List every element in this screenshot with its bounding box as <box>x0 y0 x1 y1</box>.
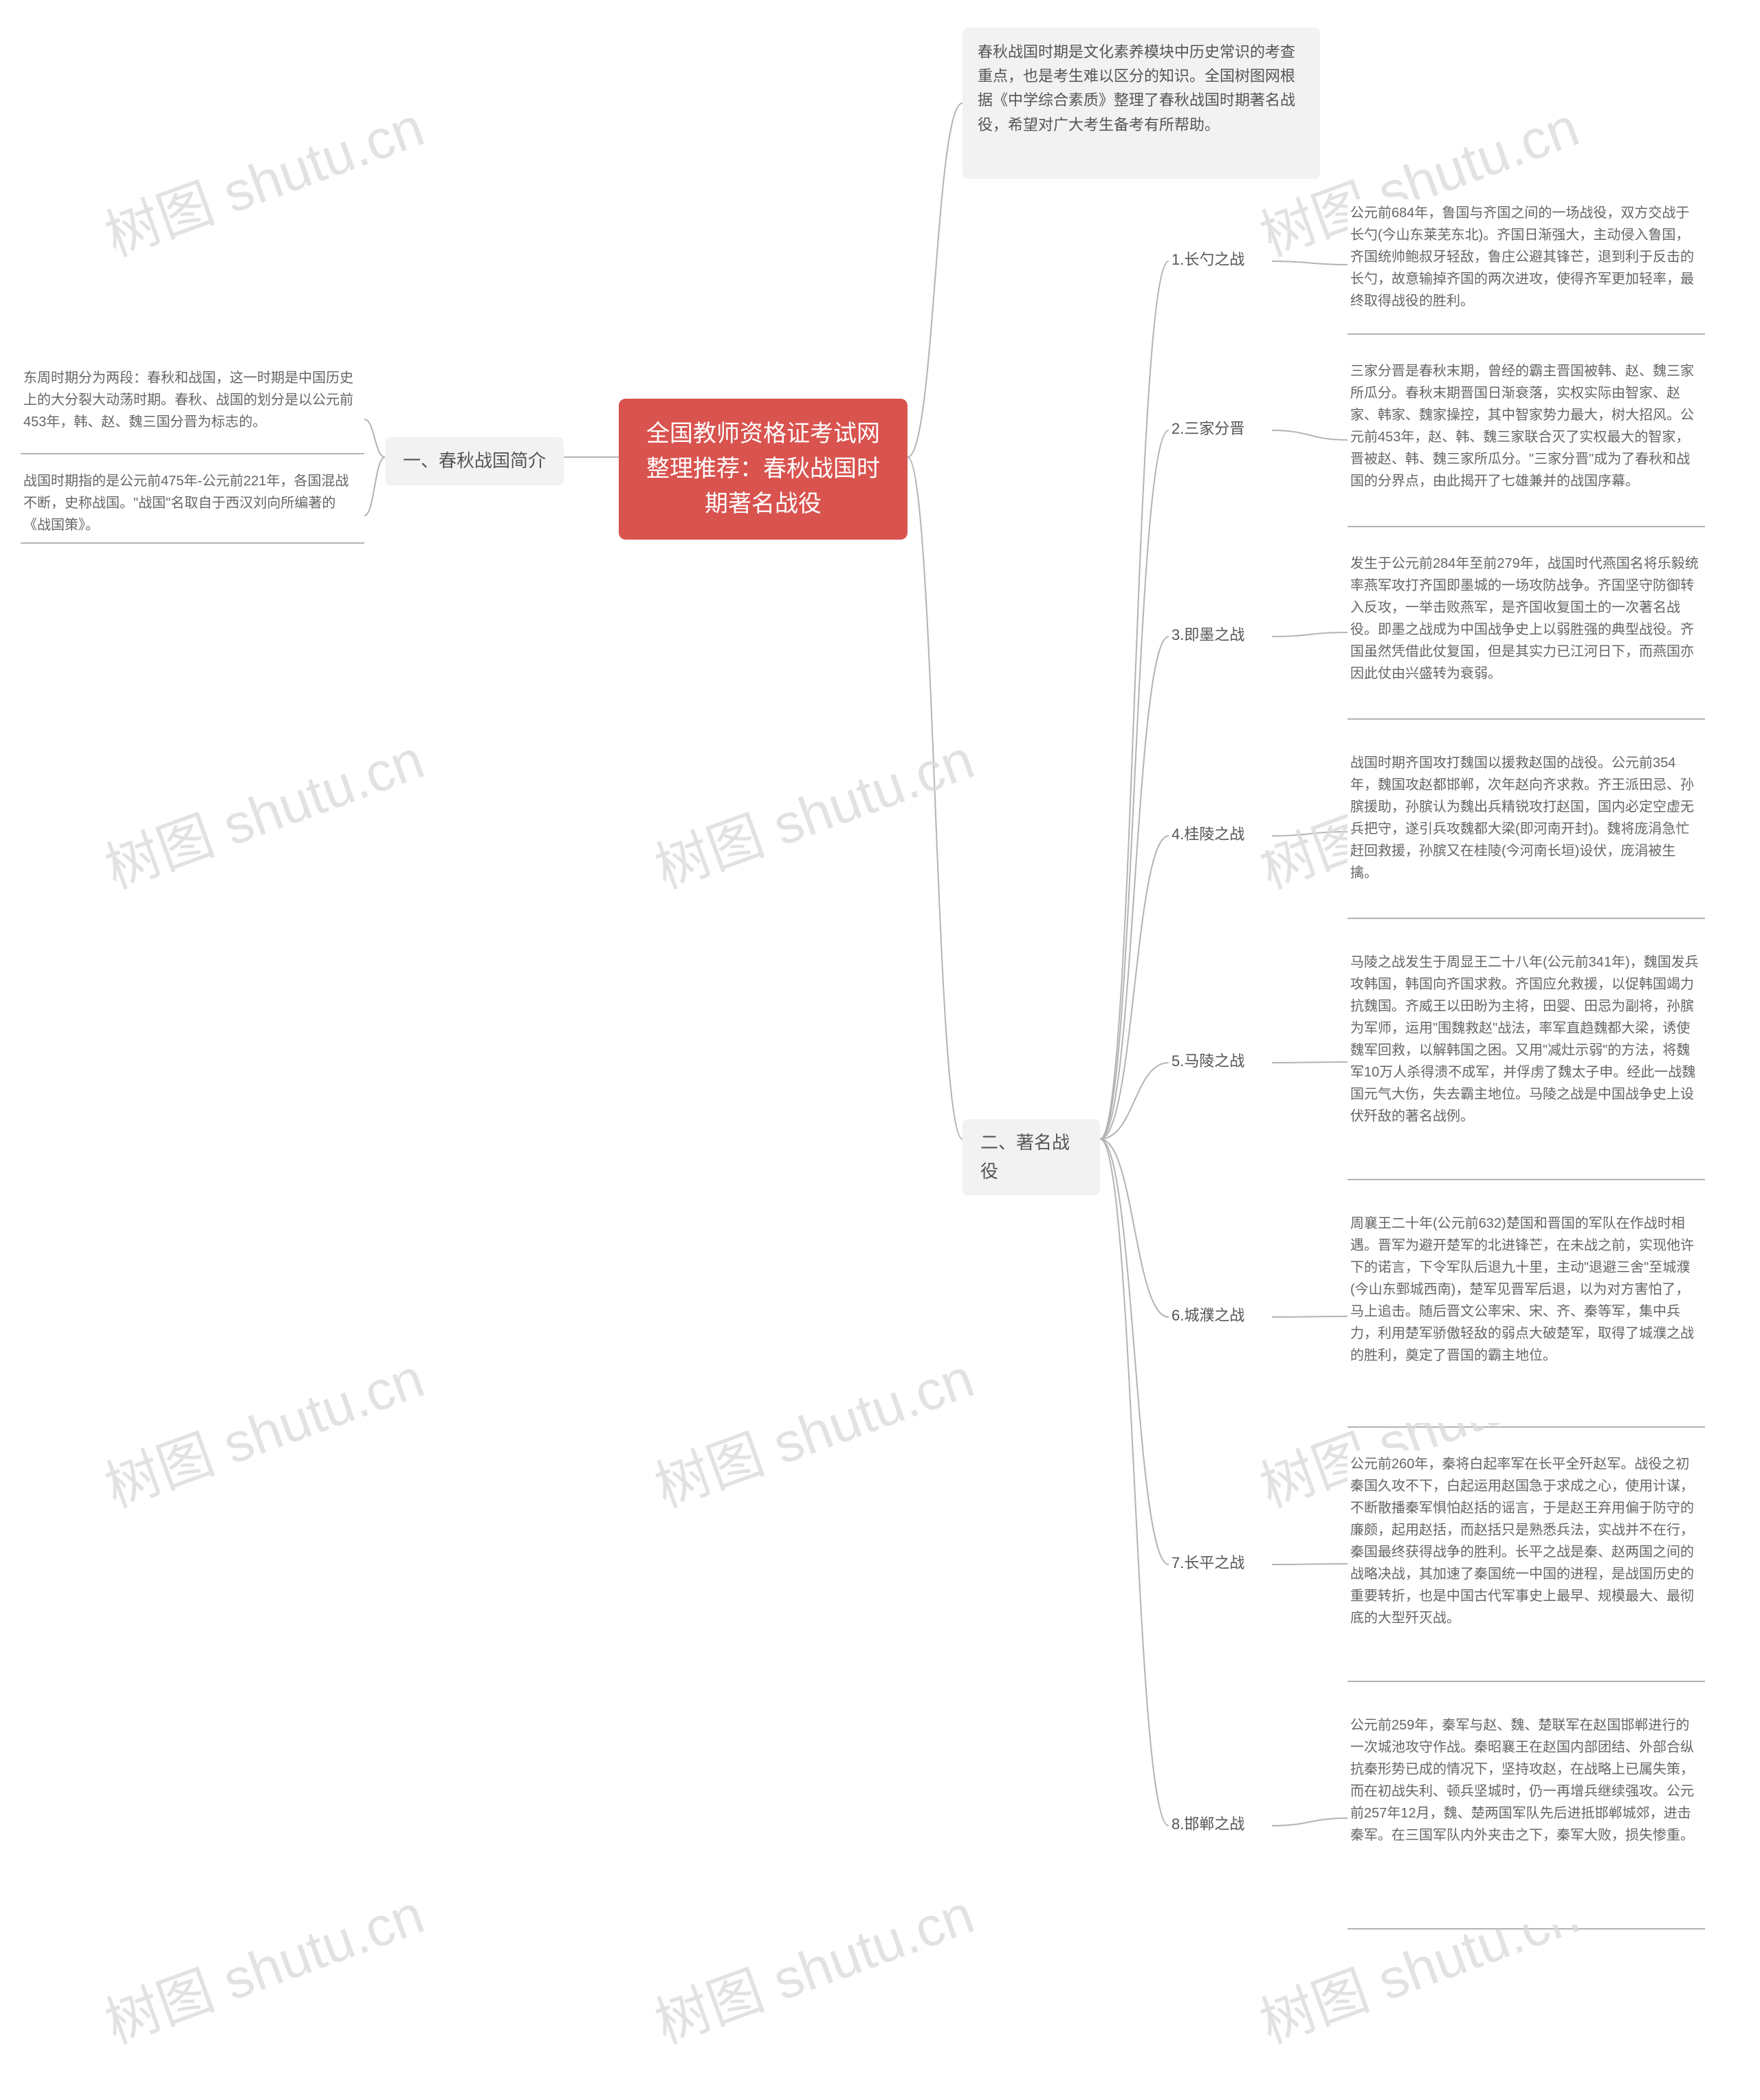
battle-detail-7: 公元前259年，秦军与赵、魏、楚联军在赵国邯郸进行的一次城池攻守作战。秦昭襄王在… <box>1348 1712 1705 1925</box>
watermark: 树图 shutu.cn <box>643 1334 983 1523</box>
battle-name-7: 8.邯郸之战 <box>1169 1808 1272 1840</box>
battle-name-6: 7.长平之战 <box>1169 1547 1272 1579</box>
root-node: 全国教师资格证考试网整理推荐：春秋战国时期著名战役 <box>619 399 908 540</box>
battle-detail-1: 三家分晋是春秋末期，曾经的霸主晋国被韩、赵、魏三家所瓜分。春秋末期晋国日渐衰落，… <box>1348 357 1705 522</box>
battle-detail-2: 发生于公元前284年至前279年，战国时代燕国名将乐毅统率燕军攻打齐国即墨城的一… <box>1348 550 1705 715</box>
battle-name-5: 6.城濮之战 <box>1169 1299 1272 1331</box>
section-battles: 二、著名战役 <box>962 1119 1100 1195</box>
battle-detail-4: 马陵之战发生于周显王二十八年(公元前341年)，魏国发兵攻韩国，韩国向齐国求救。… <box>1348 949 1705 1175</box>
watermark: 树图 shutu.cn <box>93 1870 433 2059</box>
battle-name-0: 1.长勺之战 <box>1169 243 1272 276</box>
battle-detail-0: 公元前684年，鲁国与齐国之间的一场战役，双方交战于长勺(今山东莱芜东北)。齐国… <box>1348 199 1705 330</box>
watermark: 树图 shutu.cn <box>643 1870 983 2059</box>
battle-detail-5: 周襄王二十年(公元前632)楚国和晋国的军队在作战时相遇。晋军为避开楚军的北进锋… <box>1348 1210 1705 1423</box>
intro-leaf-0: 东周时期分为两段：春秋和战国，这一时期是中国历史上的大分裂大动荡时期。春秋、战国… <box>21 364 364 447</box>
battle-detail-3: 战国时期齐国攻打魏国以援救赵国的战役。公元前354年，魏国攻赵都邯郸，次年赵向齐… <box>1348 749 1705 914</box>
battle-name-2: 3.即墨之战 <box>1169 619 1272 651</box>
watermark: 树图 shutu.cn <box>93 1334 433 1523</box>
watermark: 树图 shutu.cn <box>643 716 983 905</box>
section-intro: 一、春秋战国简介 <box>385 437 564 485</box>
watermark: 树图 shutu.cn <box>93 83 433 272</box>
battle-name-1: 2.三家分晋 <box>1169 412 1272 445</box>
intro-leaf-1: 战国时期指的是公元前475年-公元前221年，各国混战不断，史称战国。"战国"名… <box>21 467 364 539</box>
battle-name-3: 4.桂陵之战 <box>1169 818 1272 850</box>
watermark: 树图 shutu.cn <box>93 716 433 905</box>
intro-box: 春秋战国时期是文化素养模块中历史常识的考查重点，也是考生难以区分的知识。全国树图… <box>962 27 1320 179</box>
battle-name-4: 5.马陵之战 <box>1169 1045 1272 1077</box>
battle-detail-6: 公元前260年，秦将白起率军在长平全歼赵军。战役之初秦国久攻不下，白起运用赵国急… <box>1348 1450 1705 1677</box>
